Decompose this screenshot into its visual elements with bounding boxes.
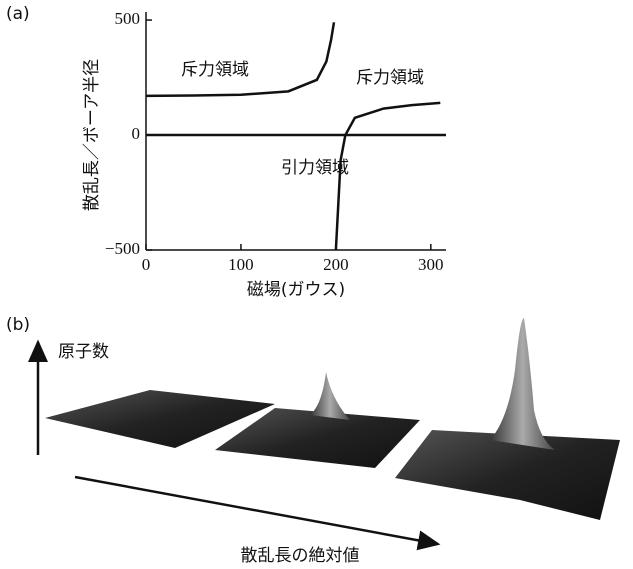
- panel-label: (b): [6, 315, 30, 335]
- peak: [490, 318, 555, 450]
- annotation: 引力領域: [281, 158, 349, 178]
- y-axis-label: 散乱長／ボーア半径: [82, 59, 102, 211]
- x-tick-label: 0: [142, 255, 151, 274]
- surface: [215, 408, 420, 468]
- surface: [395, 430, 620, 520]
- x-tick-label: 100: [228, 255, 254, 274]
- arrow-label: 散乱長の絶対値: [241, 546, 360, 566]
- x-tick-label: 200: [323, 255, 349, 274]
- x-tick-label: 300: [418, 255, 444, 274]
- y-tick-label: 0: [132, 124, 141, 143]
- arrow-label: 原子数: [58, 342, 109, 362]
- x-axis-label: 磁場(ガウス): [247, 280, 345, 300]
- figure: (a) 磁場(ガウス) 散乱長／ボーア半径 (b) 原子数 散乱長の絶対値 −5…: [0, 0, 633, 569]
- peak: [310, 372, 350, 420]
- y-tick-label: 500: [115, 9, 141, 28]
- arrow: [75, 477, 438, 544]
- annotation: 斥力領域: [356, 68, 424, 88]
- panel-b-illustration: [38, 318, 620, 544]
- y-tick-label: −500: [105, 239, 140, 258]
- panel-label: (a): [6, 4, 30, 24]
- annotation: 斥力領域: [181, 60, 249, 80]
